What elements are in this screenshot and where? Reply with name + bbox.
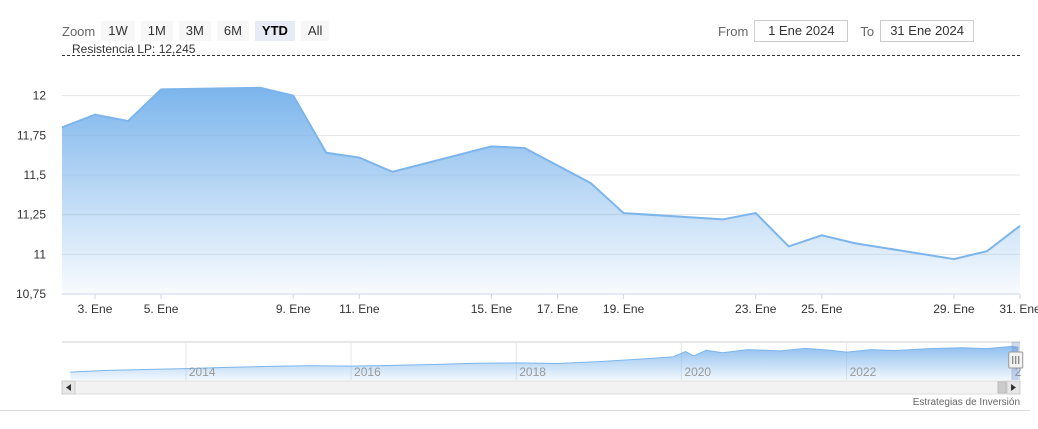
x-tick-label: 29. Ene bbox=[933, 302, 975, 316]
date-range-selector: From 1 Ene 2024 To 31 Ene 2024 bbox=[718, 20, 986, 42]
y-tick-label: 11,25 bbox=[17, 208, 46, 222]
scrollbar-track[interactable] bbox=[61, 380, 1021, 395]
zoom-button-1w[interactable]: 1W bbox=[101, 21, 135, 41]
scrollbar-thumb[interactable] bbox=[997, 381, 1007, 394]
arrow-left-icon bbox=[66, 384, 71, 391]
zoom-label: Zoom bbox=[62, 23, 96, 39]
data-point bbox=[819, 232, 825, 238]
zoom-button-1m[interactable]: 1M bbox=[140, 21, 173, 41]
data-point bbox=[158, 86, 164, 92]
data-point bbox=[323, 150, 329, 156]
navigator-area bbox=[70, 346, 1019, 380]
x-tick-label: 11. Ene bbox=[339, 302, 380, 316]
x-tick-label: 3. Ene bbox=[78, 302, 113, 316]
resistance-label: Resistencia LP: 12,245 bbox=[72, 42, 196, 56]
x-tick-label: 23. Ene bbox=[735, 302, 777, 316]
navigator-year-label: 2 bbox=[1015, 365, 1022, 379]
y-tick-label: 11,75 bbox=[17, 128, 46, 142]
data-point bbox=[257, 85, 263, 91]
data-point bbox=[59, 124, 65, 130]
from-date-input[interactable]: 1 Ene 2024 bbox=[754, 20, 849, 42]
series-line bbox=[61, 86, 1021, 261]
data-point bbox=[984, 248, 990, 254]
data-point bbox=[488, 143, 494, 149]
y-axis: 10,75 11 11,25 11,5 11,75 12 bbox=[16, 89, 46, 301]
data-point bbox=[852, 240, 858, 246]
navigator-line bbox=[70, 345, 1019, 373]
data-point bbox=[720, 216, 726, 222]
x-tick-label: 15. Ene bbox=[471, 302, 513, 316]
data-point bbox=[588, 180, 594, 186]
x-axis: 3. Ene 5. Ene 9. Ene 11. Ene 15. Ene 17. Ene 1… bbox=[62, 293, 1038, 316]
data-point bbox=[621, 210, 627, 216]
x-tick-label: 17. Ene bbox=[537, 302, 579, 316]
data-point bbox=[521, 145, 527, 151]
data-point bbox=[753, 210, 759, 216]
navigator-year-label: 2018 bbox=[519, 365, 546, 379]
y-tick-label: 10,75 bbox=[16, 287, 46, 301]
zoom-button-all[interactable]: All bbox=[300, 21, 330, 41]
zoom-button-3m[interactable]: 3M bbox=[178, 21, 211, 41]
zoom-button-6m[interactable]: 6M bbox=[216, 21, 249, 41]
navigator-year-label: 2022 bbox=[850, 365, 877, 379]
x-tick-label: 9. Ene bbox=[276, 302, 311, 316]
y-tick-label: 11 bbox=[34, 247, 47, 261]
data-point bbox=[389, 169, 395, 175]
data-point bbox=[290, 93, 296, 99]
resistance-line bbox=[62, 55, 1020, 56]
from-label: From bbox=[718, 23, 749, 39]
navigator-year-label: 2020 bbox=[684, 365, 711, 379]
zoom-button-ytd[interactable]: YTD bbox=[254, 21, 295, 41]
to-label: To bbox=[860, 23, 875, 39]
x-tick-label: 19. Ene bbox=[603, 302, 645, 316]
zoom-selector: Zoom 1W 1M 3M 6M YTD All bbox=[62, 20, 335, 42]
series-area bbox=[62, 87, 1020, 294]
to-date-input[interactable]: 31 Ene 2024 bbox=[880, 20, 975, 42]
navigator-year-label: 2016 bbox=[354, 365, 381, 379]
x-tick-label: 31. Ene bbox=[999, 302, 1038, 316]
arrow-right-icon bbox=[1011, 384, 1016, 391]
navigator-year-label: 2014 bbox=[189, 365, 216, 379]
chart-credit: Estrategias de Inversión bbox=[912, 397, 1020, 408]
x-tick-label: 25. Ene bbox=[801, 302, 843, 316]
x-tick-label: 5. Ene bbox=[144, 302, 179, 316]
y-tick-label: 12 bbox=[33, 89, 47, 103]
price-series bbox=[59, 85, 1023, 294]
navigator[interactable]: 2014 2016 2018 2020 2022 2 bbox=[61, 341, 1024, 395]
data-point bbox=[356, 155, 362, 161]
data-point bbox=[555, 162, 561, 168]
data-point bbox=[92, 112, 98, 118]
bottom-divider bbox=[0, 410, 1030, 411]
data-point bbox=[125, 118, 131, 124]
data-point bbox=[951, 256, 957, 262]
data-point bbox=[786, 243, 792, 249]
y-tick-label: 11,5 bbox=[24, 168, 47, 182]
data-point bbox=[1017, 223, 1023, 229]
